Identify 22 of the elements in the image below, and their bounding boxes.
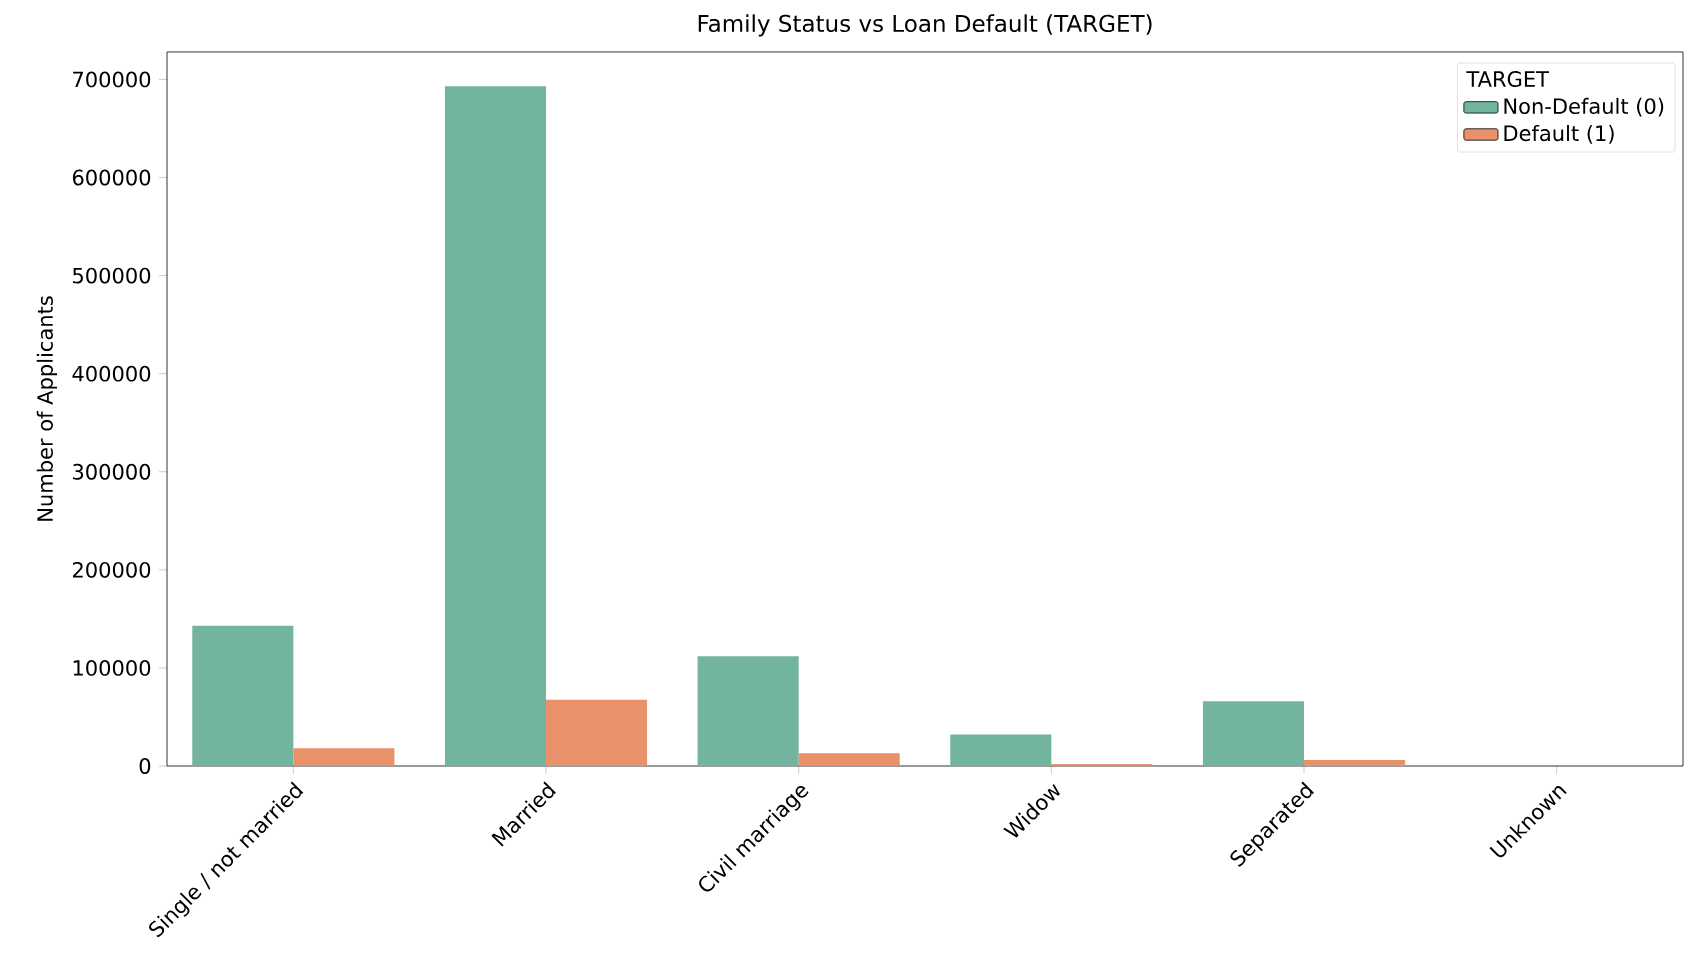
y-tick-label: 100000 [73, 659, 151, 676]
legend-label: Non-Default (0) [1504, 97, 1664, 117]
y-tick-label: 700000 [73, 71, 151, 88]
y-axis-title: Number of Applicants [36, 296, 58, 521]
bar [1202, 701, 1304, 766]
legend-label: Default (1) [1504, 124, 1614, 144]
y-tick-label: 300000 [73, 463, 151, 480]
legend-title: TARGET [1466, 71, 1550, 87]
bar [798, 753, 900, 766]
y-tick-label: 200000 [72, 561, 151, 578]
bar [546, 699, 648, 766]
bar [950, 734, 1052, 766]
bar [444, 86, 547, 766]
y-tick-label: 500000 [73, 267, 151, 284]
bar [697, 656, 799, 766]
y-tick-label: 400000 [72, 365, 151, 382]
bar [1304, 760, 1406, 766]
bar [192, 625, 294, 766]
bar [293, 748, 395, 766]
y-tick-label: 600000 [72, 169, 151, 186]
chart-title: Family Status vs Loan Default (TARGET) [698, 14, 1152, 37]
y-tick-label: 0 [139, 758, 151, 774]
